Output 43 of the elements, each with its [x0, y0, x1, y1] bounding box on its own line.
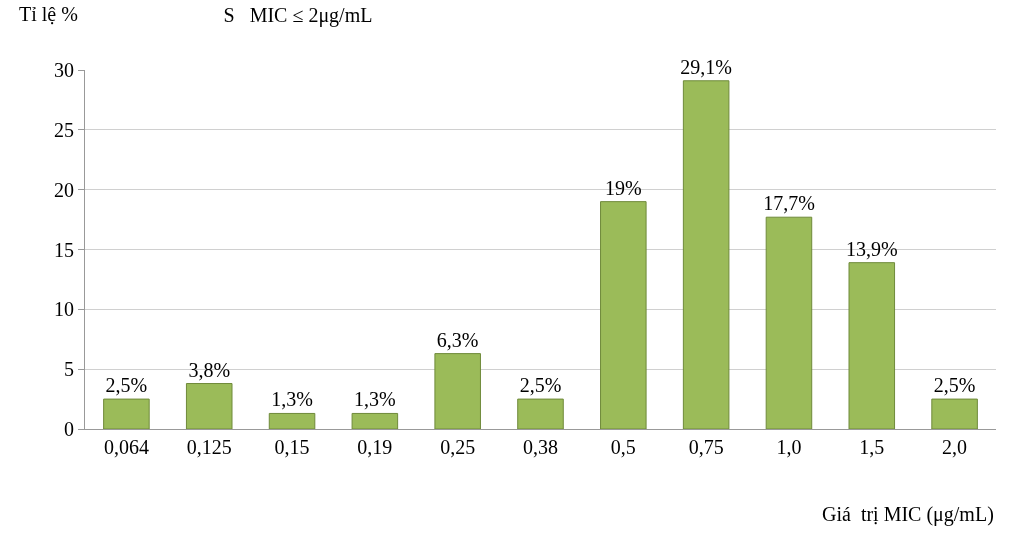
- x-tick-label: 0,5: [610, 436, 636, 458]
- data-label: 2,5%: [105, 374, 148, 397]
- bar: [103, 398, 150, 429]
- x-tick-label: 2,0: [942, 436, 968, 458]
- bar: [931, 398, 978, 429]
- data-label: 29,1%: [680, 55, 732, 78]
- x-tick-label: 0,38: [523, 436, 558, 458]
- data-label: 1,3%: [354, 388, 396, 411]
- x-tick-label: 0,064: [103, 436, 149, 458]
- data-label: 2,5%: [519, 374, 562, 397]
- data-label: 2,5%: [933, 374, 976, 397]
- y-tick-label: 5: [64, 358, 74, 381]
- y-tick-label: 10: [54, 298, 74, 321]
- bar: [268, 412, 316, 429]
- y-axis-title: Tỉ lệ %: [19, 3, 78, 25]
- x-tick-label: 0,15: [274, 436, 310, 458]
- bar: [600, 201, 647, 429]
- bar: [765, 216, 813, 429]
- data-label: 1,3%: [271, 388, 313, 411]
- x-axis-title: Giá trị MIC (μg/mL): [822, 503, 994, 526]
- y-tick-label: 25: [54, 118, 74, 141]
- bar: [517, 398, 564, 429]
- data-label: 13,9%: [845, 237, 898, 260]
- bar: [682, 80, 730, 429]
- y-tick-label: 30: [54, 59, 74, 81]
- bar: [848, 262, 896, 429]
- data-label: 19%: [604, 176, 642, 199]
- data-label: 6,3%: [436, 328, 479, 351]
- y-tick-label: 15: [54, 238, 74, 261]
- x-tick-label: 0,75: [688, 436, 724, 458]
- y-tick-label: 20: [54, 178, 74, 201]
- bar: [434, 353, 481, 429]
- x-tick-label: 0,19: [357, 436, 393, 458]
- x-tick-label: 0,125: [186, 436, 232, 458]
- data-label: 3,8%: [188, 358, 231, 381]
- x-tick-label: 0,25: [440, 436, 476, 458]
- chart-title: S MIC ≤ 2μg/mL: [223, 4, 373, 28]
- data-label: 17,7%: [763, 192, 815, 215]
- y-tick-label: 0: [64, 418, 74, 440]
- bar: [185, 383, 233, 429]
- x-tick-label: 1,0: [776, 436, 802, 458]
- x-tick-label: 1,5: [859, 436, 885, 458]
- bar: [351, 412, 399, 429]
